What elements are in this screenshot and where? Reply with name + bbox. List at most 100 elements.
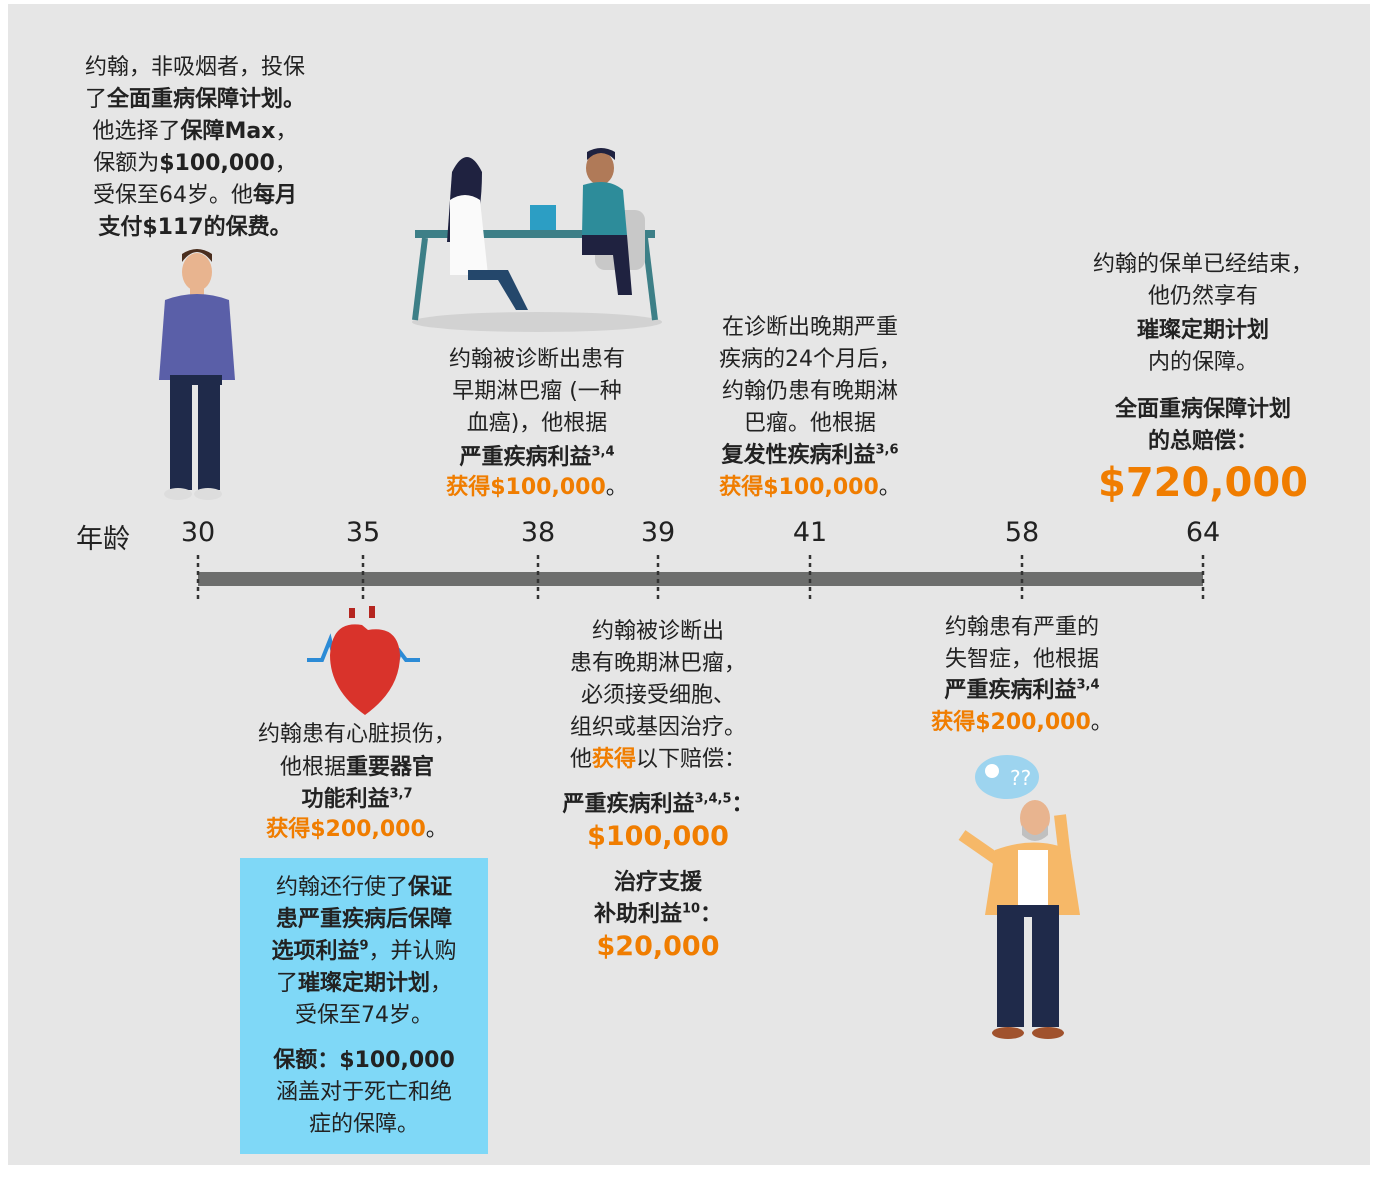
text-line: $720,000 bbox=[983, 460, 1375, 506]
text-line: 治疗支援 bbox=[438, 868, 878, 898]
text-run: 他根据 bbox=[280, 755, 346, 780]
age-tick-label: 58 bbox=[982, 517, 1062, 548]
text-line: 失智症，他根据 bbox=[802, 645, 1242, 675]
text-line: 巴瘤。他根据 bbox=[590, 409, 1030, 439]
text-line: 约翰仍患有晚期淋 bbox=[590, 377, 1030, 407]
text-line: 获得$200,000。 bbox=[802, 708, 1242, 738]
age-tick-label: 41 bbox=[770, 517, 850, 548]
text-run: ， bbox=[275, 119, 297, 144]
text-line: 了璀璨定期计划， bbox=[144, 969, 584, 999]
text-line: 他选择了保障Max， bbox=[0, 117, 415, 147]
text-run: 获得$100,000 bbox=[446, 475, 606, 500]
text-line: 症的保障。 bbox=[144, 1110, 584, 1140]
text-line: 的总赔偿： bbox=[983, 427, 1375, 457]
text-run: 涵盖对于死亡和绝 bbox=[276, 1080, 452, 1105]
text-line: 受保至74岁。 bbox=[144, 1001, 584, 1031]
text-line: 璀璨定期计划 bbox=[983, 316, 1375, 346]
text-run: $720,000 bbox=[1098, 460, 1308, 506]
text-run: 组织或基因治疗。 bbox=[570, 715, 746, 740]
text-line: 疾病的24个月后， bbox=[590, 345, 1030, 375]
text-line: 在诊断出晚期严重 bbox=[590, 313, 1030, 343]
text-run: 复发性疾病利益 bbox=[721, 443, 875, 468]
text-run: 症的保障。 bbox=[309, 1112, 419, 1137]
text-run: 保障Max bbox=[181, 119, 276, 144]
text-run: 严重疾病利益 bbox=[459, 445, 591, 470]
age-tick-label: 35 bbox=[323, 517, 403, 548]
text-run: 每月 bbox=[253, 183, 297, 208]
text-run: 疾病的24个月后， bbox=[719, 347, 901, 372]
text-line: $20,000 bbox=[438, 932, 878, 962]
text-run: 患有晚期淋巴瘤， bbox=[570, 651, 746, 676]
text-run: 。 bbox=[879, 475, 901, 500]
text-run: 获得$200,000 bbox=[931, 710, 1091, 735]
text-line: 获得$100,000。 bbox=[590, 473, 1030, 503]
text-run: 保额：$100,000 bbox=[273, 1048, 455, 1073]
page: html, body { margin: 0; padding: 0; } bo… bbox=[0, 0, 1375, 1177]
text-run: 巴瘤。他根据 bbox=[744, 411, 876, 436]
text-line: 他仍然享有 bbox=[983, 282, 1375, 312]
text-run: 保额为 bbox=[93, 151, 159, 176]
text-run: 他选择了 bbox=[93, 119, 181, 144]
doctor-illustration bbox=[412, 148, 662, 332]
text-line: 全面重病保障计划 bbox=[983, 395, 1375, 425]
text-line: 复发性疾病利益3,6 bbox=[590, 441, 1030, 471]
text-run: 患严重疾病后保障 bbox=[276, 907, 452, 932]
text-run: 功能利益 bbox=[301, 787, 389, 812]
footnote-ref: 3,7 bbox=[389, 787, 412, 802]
text-run: 约翰被诊断出 bbox=[592, 619, 724, 644]
text-run: 获得$100,000 bbox=[719, 475, 879, 500]
text-run: ： bbox=[732, 792, 754, 817]
text-run: $20,000 bbox=[597, 931, 720, 962]
text-run: ： bbox=[700, 902, 722, 927]
age-tick-label: 39 bbox=[618, 517, 698, 548]
text-run: 内的保障。 bbox=[1148, 350, 1258, 375]
text-run: 全面重病保障计划 bbox=[1115, 397, 1291, 422]
text-run: ， bbox=[275, 151, 297, 176]
text-run: 血癌)，他根据 bbox=[467, 411, 608, 436]
text-line: 补助利益10： bbox=[438, 900, 878, 930]
text-line: 保额为$100,000， bbox=[0, 149, 415, 179]
text-line: 内的保障。 bbox=[983, 348, 1375, 378]
text-line: 受保至64岁。他每月 bbox=[0, 181, 415, 211]
text-line: 支付$117的保费。 bbox=[0, 213, 415, 243]
text-run: $100,000 bbox=[159, 151, 275, 176]
text-run: $100,000 bbox=[587, 821, 729, 852]
text-run: 补助利益 bbox=[594, 902, 682, 927]
old-man-illustration: ?? bbox=[962, 755, 1080, 1039]
text-line: 约翰患有严重的 bbox=[802, 613, 1242, 643]
text-line: 约翰的保单已经结束， bbox=[983, 250, 1375, 280]
text-run: 约翰还行使了 bbox=[276, 875, 408, 900]
text-line: $100,000 bbox=[438, 822, 878, 852]
svg-text:??: ?? bbox=[1010, 766, 1031, 790]
text-run: 璀璨定期计划 bbox=[1137, 318, 1269, 343]
text-line: 涵盖对于死亡和绝 bbox=[144, 1078, 584, 1108]
footnote-ref: 3,4,5 bbox=[694, 792, 731, 807]
text-line: 他获得以下赔偿： bbox=[438, 745, 878, 775]
text-run: 他仍然享有 bbox=[1148, 284, 1258, 309]
text-run: 失智症，他根据 bbox=[945, 647, 1099, 672]
man-illustration bbox=[159, 249, 235, 500]
text-run: 的总赔偿： bbox=[1148, 429, 1258, 454]
text-run: 他 bbox=[570, 747, 592, 772]
age-tick-label: 38 bbox=[498, 517, 578, 548]
text-run: 全面重病保障计划。 bbox=[107, 87, 305, 112]
footnote-ref: 10 bbox=[682, 902, 700, 917]
footnote-ref: 3,6 bbox=[875, 443, 898, 458]
text-run: 受保至74岁。 bbox=[295, 1003, 433, 1028]
text-run: 获得 bbox=[592, 747, 636, 772]
text-run: 严重疾病利益 bbox=[562, 792, 694, 817]
text-run: 了 bbox=[85, 87, 107, 112]
text-run: 璀璨定期计划 bbox=[298, 971, 430, 996]
text-line: 保额：$100,000 bbox=[144, 1046, 584, 1076]
text-run: 约翰患有心脏损伤， bbox=[258, 722, 456, 747]
text-run: 约翰，非吸烟者，投保 bbox=[85, 55, 305, 80]
text-run: 支付$117的保费。 bbox=[98, 215, 291, 240]
text-run: 约翰患有严重的 bbox=[945, 615, 1099, 640]
age-tick-label: 30 bbox=[158, 517, 238, 548]
text-run: 必须接受细胞、 bbox=[581, 683, 735, 708]
timeline-bar bbox=[198, 572, 1203, 586]
text-run: 约翰仍患有晚期淋 bbox=[722, 379, 898, 404]
footnote-ref: 9 bbox=[359, 939, 368, 954]
text-run: 。 bbox=[1091, 710, 1113, 735]
text-run: 治疗支援 bbox=[614, 870, 702, 895]
